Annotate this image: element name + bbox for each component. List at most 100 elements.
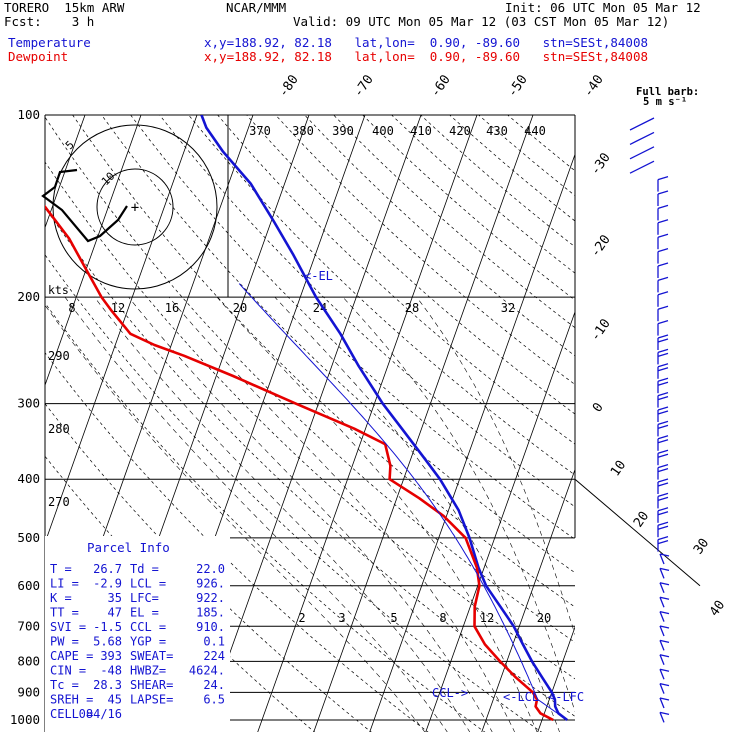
mixing-ratio-label: 5: [390, 611, 397, 625]
parcel-info-value: 22.0: [196, 562, 225, 576]
parcel-info-value: 084/16: [79, 707, 122, 721]
parcel-info-key: CCL =: [130, 620, 166, 634]
frame-edge-line: [574, 478, 701, 587]
hodograph-trace: [41, 168, 128, 243]
wind-barb-staff: [659, 683, 665, 694]
parcel-info-key: EL =: [130, 606, 159, 620]
parcel-info-key: LFC=: [130, 591, 159, 605]
dry-adiabat-line: [275, 115, 575, 385]
wind-barb-flag: [657, 219, 669, 224]
wind-barb-staff: [659, 640, 665, 651]
parcel-info-value: 393: [100, 649, 122, 663]
isotherm-line: [0, 115, 29, 733]
dry-adiabat-line: [45, 254, 543, 732]
theta-label: 420: [449, 124, 471, 138]
init-time: Init: 06 UTC Mon 05 Mar 12: [505, 0, 701, 15]
dry-adiabat-line: [333, 115, 575, 329]
wind-barb-flag: [657, 478, 669, 483]
wind-barb-flag: [657, 511, 669, 516]
el-annotation: <-EL: [304, 269, 333, 283]
dry-adiabat-line: [159, 115, 575, 508]
isotherm-line: [45, 115, 86, 229]
mixing-ratio-label: 20: [537, 611, 551, 625]
wind-barb-flag: [659, 697, 670, 701]
wind-barb-staff: [629, 131, 655, 145]
isotherm-label: -20: [588, 232, 614, 260]
wind-barb-flag: [657, 190, 669, 195]
parcel-info-value: 5.68: [93, 635, 122, 649]
theta-label: 290: [48, 349, 70, 363]
wind-barb-flag: [657, 449, 669, 454]
theta-label: 410: [410, 124, 432, 138]
wind-barb-flag: [659, 567, 670, 572]
isotherm-label: 0: [590, 400, 607, 415]
isotherm-label: -60: [428, 72, 454, 100]
isotherm-line: [537, 625, 575, 732]
isotherm-label: -80: [276, 72, 302, 100]
hodograph-speed-label: 8: [68, 301, 75, 315]
wind-barb-flag: [657, 424, 669, 430]
parcel-info-key: LI =: [50, 577, 79, 591]
model-title: TORERO 15km ARW: [4, 0, 125, 15]
parcel-info-key: CIN =: [50, 664, 86, 678]
parcel-info-value: -48: [100, 664, 122, 678]
isotherm-label: 30: [691, 536, 712, 557]
moist-adiabat-line: [274, 296, 560, 732]
theta-label: 400: [372, 124, 394, 138]
hodograph-units-label: kts: [48, 283, 69, 297]
valid-time: Valid: 09 UTC Mon 05 Mar 12 (03 CST Mon …: [293, 14, 670, 29]
isotherm-line: [313, 115, 534, 732]
wind-barbs: Full barb:5 m s⁻¹: [629, 86, 699, 723]
wind-barb-flag: [659, 553, 670, 557]
parcel-info-key: PW =: [50, 635, 79, 649]
wind-barb-staff: [659, 568, 665, 579]
pressure-tick-label: 500: [17, 530, 40, 545]
parcel-info-key: YGP =: [130, 635, 166, 649]
dry-adiabat-line: [449, 115, 575, 222]
wind-barb-flag: [657, 291, 669, 296]
wind-barb-flag: [657, 204, 669, 210]
wind-barb-flag: [657, 535, 669, 541]
parcel-info-value: 35: [108, 591, 122, 605]
dewpoint-station-info: x,y=188.92, 82.18 lat,lon= 0.90, -89.60 …: [204, 49, 649, 64]
forecast-hour: Fcst: 3 h: [4, 14, 95, 29]
wind-barb-flag: [659, 668, 670, 672]
isotherm-line: [257, 115, 478, 732]
pressure-tick-label: 1000: [10, 712, 40, 727]
wind-barb-flag: [657, 381, 669, 386]
hodograph-ring-label: 10: [99, 170, 118, 189]
isotherm-label: 40: [707, 598, 728, 619]
wind-barb-flag: [657, 305, 669, 310]
parcel-info-value: 24.: [203, 678, 225, 692]
wind-barb-flag: [659, 654, 670, 658]
isotherm-label: -30: [588, 150, 614, 178]
moist-adiabat-line: [216, 296, 538, 732]
theta-label: 280: [48, 422, 70, 436]
isotherm-label: -70: [351, 72, 377, 100]
wind-barb-flag: [657, 247, 669, 253]
wind-barb-staff: [659, 697, 665, 709]
mixing-ratio-label: 24: [313, 301, 327, 315]
wind-barb-flag: [657, 175, 669, 181]
theta-label: 440: [524, 124, 546, 138]
wind-barb-flag: [657, 348, 669, 354]
pressure-tick-label: 300: [17, 396, 40, 411]
isotherm-line: [45, 115, 198, 544]
parcel-info-key: SVI =: [50, 620, 86, 634]
parcel-info-key: T =: [50, 562, 72, 576]
parcel-info-value: 26.7: [93, 562, 122, 576]
wind-barb-staff: [659, 582, 665, 594]
wind-barb-flag: [657, 334, 669, 339]
isotherm-line: [425, 310, 575, 732]
dry-adiabat-line: [478, 115, 575, 197]
pressure-tick-label: 900: [17, 684, 40, 699]
wind-barb-flag: [657, 507, 669, 512]
moist-adiabat-line: [94, 296, 471, 732]
wind-barb-staff: [629, 160, 655, 174]
parcel-info-value: 0.1: [203, 635, 225, 649]
parcel-info-key: Tc =: [50, 678, 79, 692]
wind-barb-flag: [657, 338, 669, 343]
parcel-info-key: HWBZ=: [130, 664, 166, 678]
pressure-tick-label: 400: [17, 471, 40, 486]
wind-barb-flag: [657, 391, 669, 397]
